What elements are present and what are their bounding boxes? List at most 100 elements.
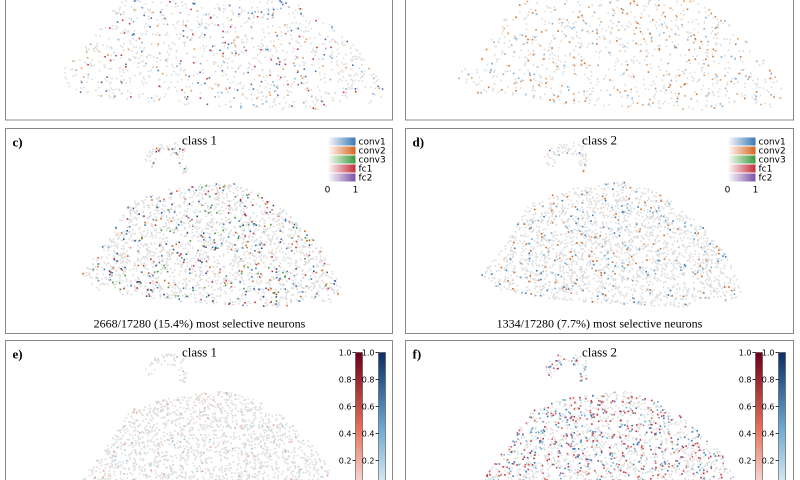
point [237,261,240,263]
point [230,262,233,265]
point [599,36,601,38]
point [675,0,678,3]
point [251,27,253,30]
point [260,91,262,93]
point [322,58,325,60]
point [524,56,527,59]
point [552,98,555,101]
point [248,225,250,228]
point [213,296,216,299]
point [213,14,215,16]
point [135,0,138,2]
point [706,253,708,256]
point [774,76,777,78]
point [158,206,160,208]
point [288,290,290,293]
point [263,243,266,246]
point [533,78,535,81]
point [208,244,211,247]
point [661,205,663,208]
point [621,11,624,14]
point [151,150,154,152]
point [104,78,107,81]
point [692,55,695,58]
point [222,51,225,53]
point [205,245,208,247]
point [530,8,532,10]
point [589,228,592,231]
point [96,45,99,47]
point [222,253,225,256]
point [215,243,218,246]
point [591,209,594,212]
point [663,85,665,87]
point [275,230,278,232]
point [284,33,287,36]
point [198,186,200,188]
point [599,4,601,6]
point [129,80,132,83]
point [295,279,297,281]
point [602,214,605,216]
point [647,289,650,291]
point [706,278,708,280]
point [726,82,728,84]
point [241,202,244,204]
point [215,205,217,208]
point [119,6,121,9]
point [187,79,190,81]
point [213,192,216,195]
point [299,250,301,253]
point [165,224,168,227]
point [591,42,594,45]
point [149,76,151,79]
point [593,104,596,106]
point [764,102,766,105]
point [299,300,302,303]
point [119,70,121,73]
point [75,69,78,72]
point [199,210,201,213]
point [254,220,257,223]
point [243,265,245,268]
point [240,64,242,67]
point [291,282,293,285]
point [199,92,202,94]
point [160,244,163,247]
point [714,27,717,30]
point [175,241,177,243]
point [648,275,651,278]
point [548,216,550,219]
point [287,30,289,33]
point [595,257,597,259]
point [158,284,161,287]
point [210,281,212,284]
point [565,35,567,37]
point [212,223,215,225]
point [368,67,370,70]
point [276,215,279,218]
point [748,76,751,78]
point [244,221,246,223]
point [526,41,529,44]
point [613,85,615,88]
point [567,274,569,277]
point [650,38,652,41]
point [91,276,93,279]
point [534,204,536,207]
point [562,67,565,69]
point [333,279,336,282]
point [575,224,578,226]
point [285,2,287,4]
point [523,3,526,5]
point [710,240,713,243]
point [375,80,378,82]
point [201,258,204,260]
point [101,256,103,258]
point [119,259,122,262]
point [337,292,339,295]
point [273,303,276,305]
point [143,274,145,276]
point [341,40,344,43]
point [629,4,631,6]
